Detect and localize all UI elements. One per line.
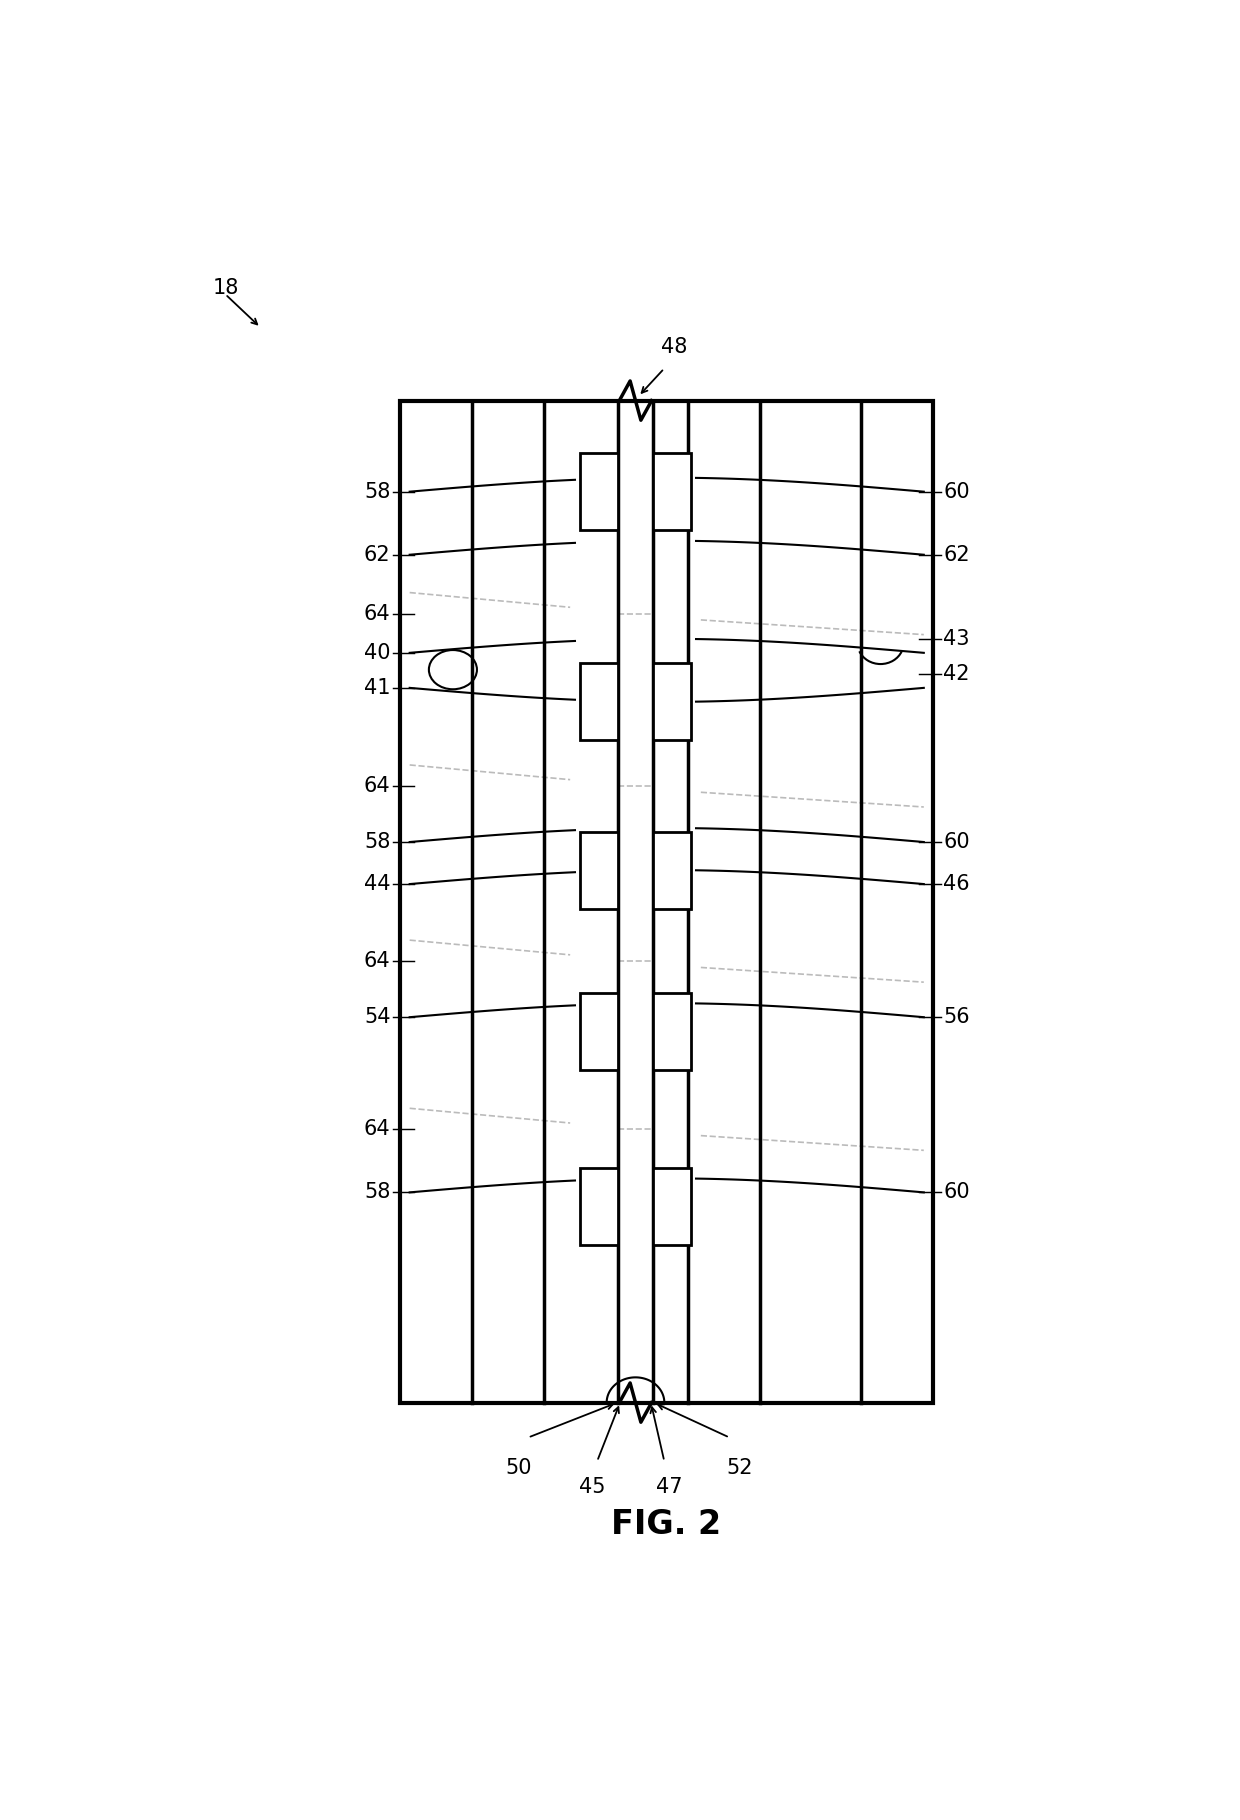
Text: 47: 47	[656, 1476, 682, 1496]
FancyBboxPatch shape	[580, 992, 619, 1070]
Text: 62: 62	[363, 544, 391, 564]
Text: 60: 60	[944, 482, 970, 502]
FancyBboxPatch shape	[652, 453, 691, 530]
Text: 64: 64	[363, 952, 391, 972]
FancyBboxPatch shape	[652, 662, 691, 741]
Text: 58: 58	[365, 482, 391, 502]
Text: 58: 58	[365, 832, 391, 852]
Text: 46: 46	[944, 874, 970, 894]
FancyBboxPatch shape	[580, 1168, 619, 1245]
Text: 44: 44	[365, 874, 391, 894]
Text: 62: 62	[944, 544, 970, 564]
Text: 56: 56	[944, 1006, 970, 1026]
Text: 40: 40	[365, 642, 391, 662]
Text: 58: 58	[365, 1183, 391, 1203]
Text: 54: 54	[365, 1006, 391, 1026]
Text: 64: 64	[363, 604, 391, 624]
Text: 50: 50	[505, 1458, 532, 1478]
Text: 64: 64	[363, 1119, 391, 1139]
Bar	[401, 400, 934, 1403]
FancyBboxPatch shape	[580, 832, 619, 908]
Text: 41: 41	[365, 677, 391, 697]
FancyBboxPatch shape	[580, 662, 619, 741]
Text: 45: 45	[579, 1476, 605, 1496]
FancyBboxPatch shape	[652, 832, 691, 908]
Text: FIG. 2: FIG. 2	[611, 1509, 722, 1542]
Text: 52: 52	[727, 1458, 753, 1478]
Text: 60: 60	[944, 832, 970, 852]
FancyBboxPatch shape	[652, 992, 691, 1070]
Text: 18: 18	[213, 278, 239, 298]
Text: 43: 43	[944, 630, 970, 648]
Text: 64: 64	[363, 775, 391, 795]
Text: 42: 42	[944, 664, 970, 684]
FancyBboxPatch shape	[580, 453, 619, 530]
Text: 60: 60	[944, 1183, 970, 1203]
Text: 48: 48	[661, 337, 687, 357]
FancyBboxPatch shape	[652, 1168, 691, 1245]
